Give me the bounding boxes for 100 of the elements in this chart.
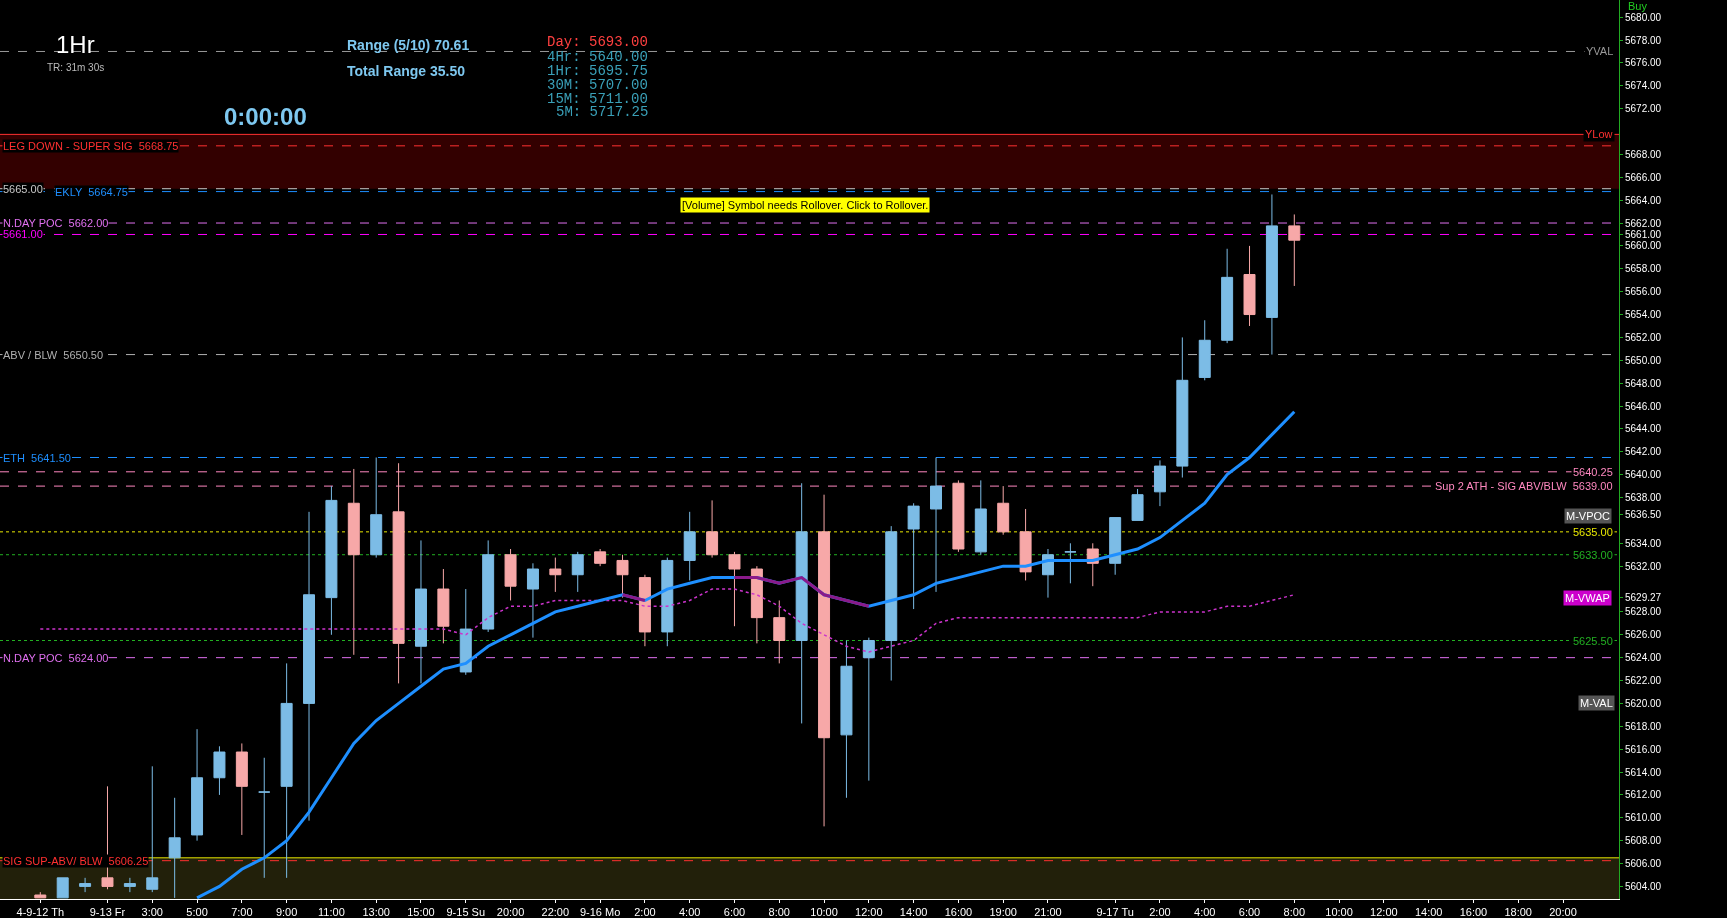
annotation: 1Hr (56, 31, 95, 58)
x-tick-label: 20:00 (1549, 906, 1577, 918)
y-tick-label: 5646.00 (1625, 400, 1662, 412)
candlestick (79, 877, 92, 893)
annotation: 5633.00 (1573, 549, 1613, 561)
candlestick (706, 499, 719, 559)
x-tick-label: 22:00 (541, 906, 570, 918)
y-tick-label: 5640.00 (1625, 469, 1662, 481)
y-tick-label: 5668.00 (1625, 148, 1662, 160)
ref-line-label: 5661.00 (3, 228, 43, 240)
candlestick (862, 637, 875, 782)
candlestick (773, 599, 786, 664)
candlestick (1221, 248, 1234, 344)
annotation: Total Range 35.50 (347, 63, 466, 79)
x-tick-label: 4:00 (1194, 906, 1216, 918)
x-tick-label: 14:00 (899, 906, 928, 918)
x-tick-label: 16:00 (944, 906, 973, 918)
candlestick (459, 588, 472, 676)
candlestick (571, 551, 584, 593)
annotation: 1Hr: 5695.75 (547, 63, 648, 79)
y-tick-label: 5624.00 (1625, 652, 1662, 664)
candlestick (370, 457, 383, 559)
y-tick-label: 5634.00 (1625, 537, 1662, 549)
y-tick-label: 5660.00 (1625, 240, 1662, 252)
candlestick (504, 548, 517, 601)
candlestick (56, 877, 69, 899)
candlestick (34, 891, 47, 899)
y-tick-label: 5648.00 (1625, 377, 1662, 389)
ref-line-label: 5665.00 (3, 183, 43, 195)
annotation: TR: 31m 30s (47, 62, 105, 73)
y-tick-label: 5672.00 (1625, 103, 1662, 115)
y-tick-label: 5680.00 (1625, 11, 1662, 23)
x-tick-label: 21:00 (1034, 906, 1062, 918)
candlestick (123, 877, 136, 893)
y-tick-label: 5606.00 (1625, 858, 1662, 870)
annotation: 15M: 5711.00 (547, 91, 648, 107)
y-tick-label: 5678.00 (1625, 34, 1662, 46)
x-tick-label: 7:00 (231, 906, 253, 918)
y-tick-label: 5656.00 (1625, 286, 1662, 298)
y-tick-label: 5652.00 (1625, 331, 1662, 343)
x-tick-label: 10:00 (810, 906, 838, 918)
x-tick-label: 9:00 (275, 906, 298, 918)
candlestick (437, 568, 450, 644)
ref-line-label: ETH 5641.50 (3, 452, 71, 464)
annotation: M-VAL (1580, 697, 1613, 709)
annotation: 5M: 5717.25 (556, 104, 649, 120)
x-tick-label: 10:00 (1325, 906, 1353, 918)
y-tick-label: 5632.00 (1625, 560, 1662, 572)
ref-line-label: ABV / BLW 5650.50 (3, 349, 104, 361)
candlestick (526, 562, 539, 639)
candlestick (818, 494, 831, 827)
annotation: 0:00:00 (224, 103, 307, 130)
y-tick-label: 5614.00 (1625, 766, 1662, 778)
y-tick-label: 5642.00 (1625, 446, 1662, 458)
annotation: YLow (1585, 128, 1613, 140)
x-tick-label: 6:00 (723, 906, 746, 918)
x-tick-label: 9-13 Fr (89, 906, 126, 918)
annotation: YVAL (1586, 45, 1614, 57)
candlestick (415, 539, 427, 684)
candlestick (303, 511, 316, 822)
annotation: Sup 2 ATH - SIG ABV/BLW 5639.00 (1435, 480, 1613, 492)
y-tick-label: 5636.50 (1625, 509, 1662, 521)
candlestick (1198, 319, 1211, 381)
candlestick (974, 479, 987, 556)
x-tick-label: 6:00 (1238, 906, 1261, 918)
y-tick-label: 5620.00 (1625, 697, 1662, 709)
x-tick-label: 13:00 (362, 906, 390, 918)
text: Buy (1628, 0, 1648, 12)
candlestick (1131, 488, 1144, 521)
candlestick (325, 485, 338, 636)
annotation: Day: 5693.00 (547, 34, 648, 50)
x-tick-label: 2:00 (1149, 906, 1171, 918)
x-tick-label: 9-15 Su (446, 906, 486, 918)
x-tick-label: 15:00 (407, 906, 435, 918)
candlestick (638, 574, 651, 647)
candlestick (885, 525, 898, 682)
y-tick-label: 5618.00 (1625, 720, 1662, 732)
annotation: M-VWAP (1565, 592, 1610, 604)
candlestick (1288, 213, 1301, 287)
y-tick-label: 5616.00 (1625, 743, 1662, 755)
candlestick (258, 757, 271, 879)
ref-line-label: LEG DOWN - SUPER SIG 5668.75 (3, 140, 179, 152)
y-tick-label: 5612.00 (1625, 789, 1662, 801)
x-tick-label: 19:00 (989, 906, 1017, 918)
x-tick-label: 5:00 (186, 906, 208, 918)
candlestick (907, 502, 920, 610)
annotation: 4Hr: 5640.00 (547, 49, 648, 65)
candlestick (482, 539, 495, 633)
y-tick-label: 5628.00 (1625, 606, 1662, 618)
x-tick-label: 20:00 (496, 906, 525, 918)
annotation: M-VPOC (1566, 510, 1611, 522)
candlestick (1109, 517, 1122, 576)
candlestick (795, 482, 808, 724)
x-tick-label: 14:00 (1414, 906, 1443, 918)
candlestick (347, 468, 360, 656)
candlestick (1019, 508, 1032, 581)
y-tick-label: 5622.00 (1625, 675, 1662, 687)
candlestick (280, 662, 293, 879)
y-tick-label: 5661.00 (1625, 228, 1662, 240)
x-tick-label: 12:00 (1370, 906, 1398, 918)
